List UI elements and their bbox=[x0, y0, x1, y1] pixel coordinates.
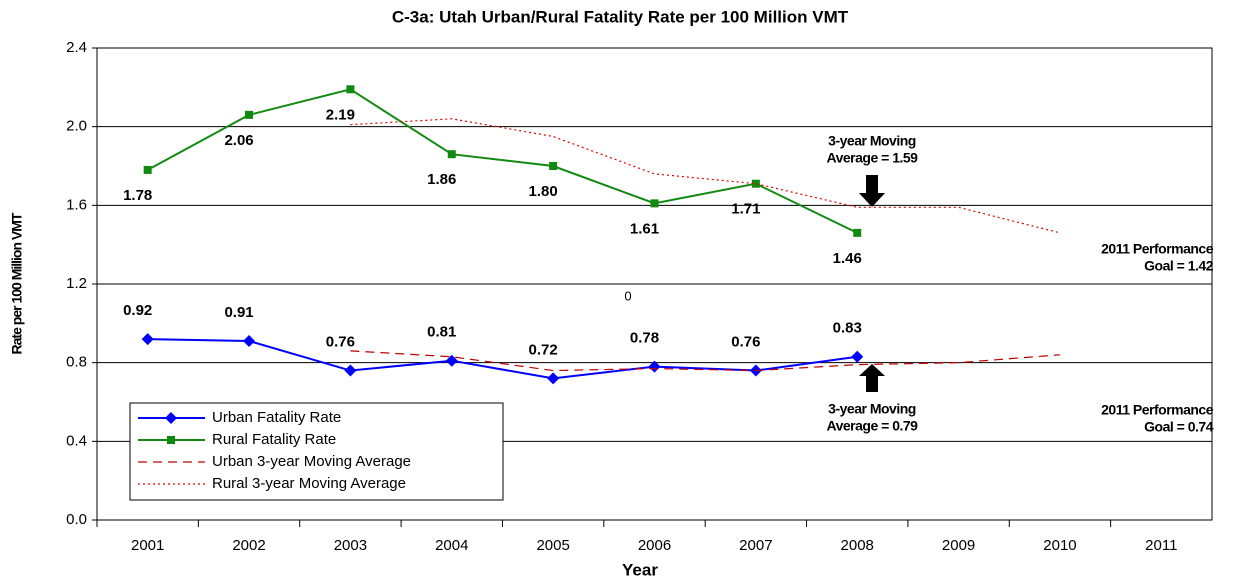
marker bbox=[245, 110, 254, 119]
marker bbox=[344, 364, 357, 377]
marker bbox=[141, 333, 154, 346]
y-tick-label: 2.4 bbox=[66, 39, 87, 56]
data-label: 1.80 bbox=[529, 183, 558, 200]
x-tick-label: 2009 bbox=[942, 537, 975, 554]
marker bbox=[445, 354, 458, 367]
marker bbox=[549, 162, 558, 170]
marker bbox=[243, 335, 256, 348]
y-tick-label: 2.0 bbox=[66, 118, 87, 135]
arrow-down bbox=[859, 175, 885, 207]
marker bbox=[167, 436, 175, 444]
annotation: 3-year Moving bbox=[828, 401, 916, 417]
y-tick-label: 0.0 bbox=[66, 511, 87, 528]
y-axis-label: Rate per 100 Million VMT bbox=[9, 212, 25, 354]
marker bbox=[648, 360, 661, 373]
annotation: Average = 0.79 bbox=[827, 418, 919, 434]
x-tick-label: 2005 bbox=[536, 537, 569, 554]
y-tick-label: 0.8 bbox=[66, 354, 87, 371]
data-label: 0.91 bbox=[224, 304, 253, 321]
x-tick-label: 2007 bbox=[739, 537, 772, 554]
data-label: 0.83 bbox=[833, 320, 862, 337]
y-tick-label: 1.6 bbox=[66, 196, 87, 213]
annotation: 3-year Moving bbox=[828, 133, 916, 149]
annotation: Goal = 0.74 bbox=[1144, 419, 1214, 435]
x-tick-label: 2004 bbox=[435, 537, 468, 554]
data-label: 0.72 bbox=[529, 341, 558, 358]
data-label: 1.71 bbox=[731, 201, 760, 218]
legend-label: Urban 3-year Moving Average bbox=[212, 453, 411, 470]
x-tick-label: 2006 bbox=[638, 537, 671, 554]
legend-label: Urban Fatality Rate bbox=[212, 409, 341, 426]
data-label: 0.92 bbox=[123, 302, 152, 319]
x-axis-label: Year bbox=[622, 560, 658, 579]
legend-box bbox=[129, 402, 504, 501]
legend-label: Rural 3-year Moving Average bbox=[212, 475, 406, 492]
data-label: 0.81 bbox=[427, 324, 456, 341]
annotation: 2011 Performance bbox=[1101, 241, 1214, 257]
series-line bbox=[147, 338, 858, 380]
data-label: 1.61 bbox=[630, 220, 659, 237]
data-label: 0.76 bbox=[731, 334, 760, 351]
marker bbox=[851, 350, 864, 363]
y-tick-label: 0.4 bbox=[66, 432, 87, 449]
data-label: 2.19 bbox=[326, 106, 355, 123]
x-tick-label: 2008 bbox=[841, 537, 874, 554]
series-line bbox=[350, 118, 1061, 234]
data-label: 1.78 bbox=[123, 187, 152, 204]
x-tick-label: 2010 bbox=[1043, 537, 1076, 554]
marker bbox=[650, 199, 659, 208]
data-label: 1.46 bbox=[833, 250, 862, 267]
x-tick-label: 2011 bbox=[1145, 537, 1177, 554]
marker bbox=[165, 412, 177, 424]
arrow-up bbox=[859, 364, 885, 392]
marker bbox=[346, 85, 355, 94]
y-tick-label: 1.2 bbox=[66, 275, 87, 292]
annotation: 0 bbox=[624, 288, 631, 303]
data-label: 1.86 bbox=[427, 171, 456, 188]
marker bbox=[143, 165, 152, 174]
plot-frame bbox=[96, 47, 1213, 521]
marker bbox=[447, 150, 456, 159]
annotation: Goal = 1.42 bbox=[1144, 258, 1214, 274]
chart-title: C-3a: Utah Urban/Rural Fatality Rate per… bbox=[392, 7, 849, 26]
series-line bbox=[350, 350, 1060, 372]
marker bbox=[547, 372, 560, 385]
legend-label: Rural Fatality Rate bbox=[212, 431, 336, 448]
x-tick-label: 2001 bbox=[131, 537, 164, 554]
annotation: 2011 Performance bbox=[1101, 402, 1214, 418]
x-tick-label: 2003 bbox=[334, 537, 367, 554]
annotation: Average = 1.59 bbox=[827, 150, 919, 166]
x-tick-label: 2002 bbox=[232, 537, 265, 554]
series-line bbox=[147, 88, 858, 234]
marker bbox=[751, 179, 760, 188]
data-label: 0.76 bbox=[326, 334, 355, 351]
marker bbox=[853, 228, 862, 237]
data-label: 2.06 bbox=[224, 132, 253, 149]
data-label: 0.78 bbox=[630, 330, 659, 347]
